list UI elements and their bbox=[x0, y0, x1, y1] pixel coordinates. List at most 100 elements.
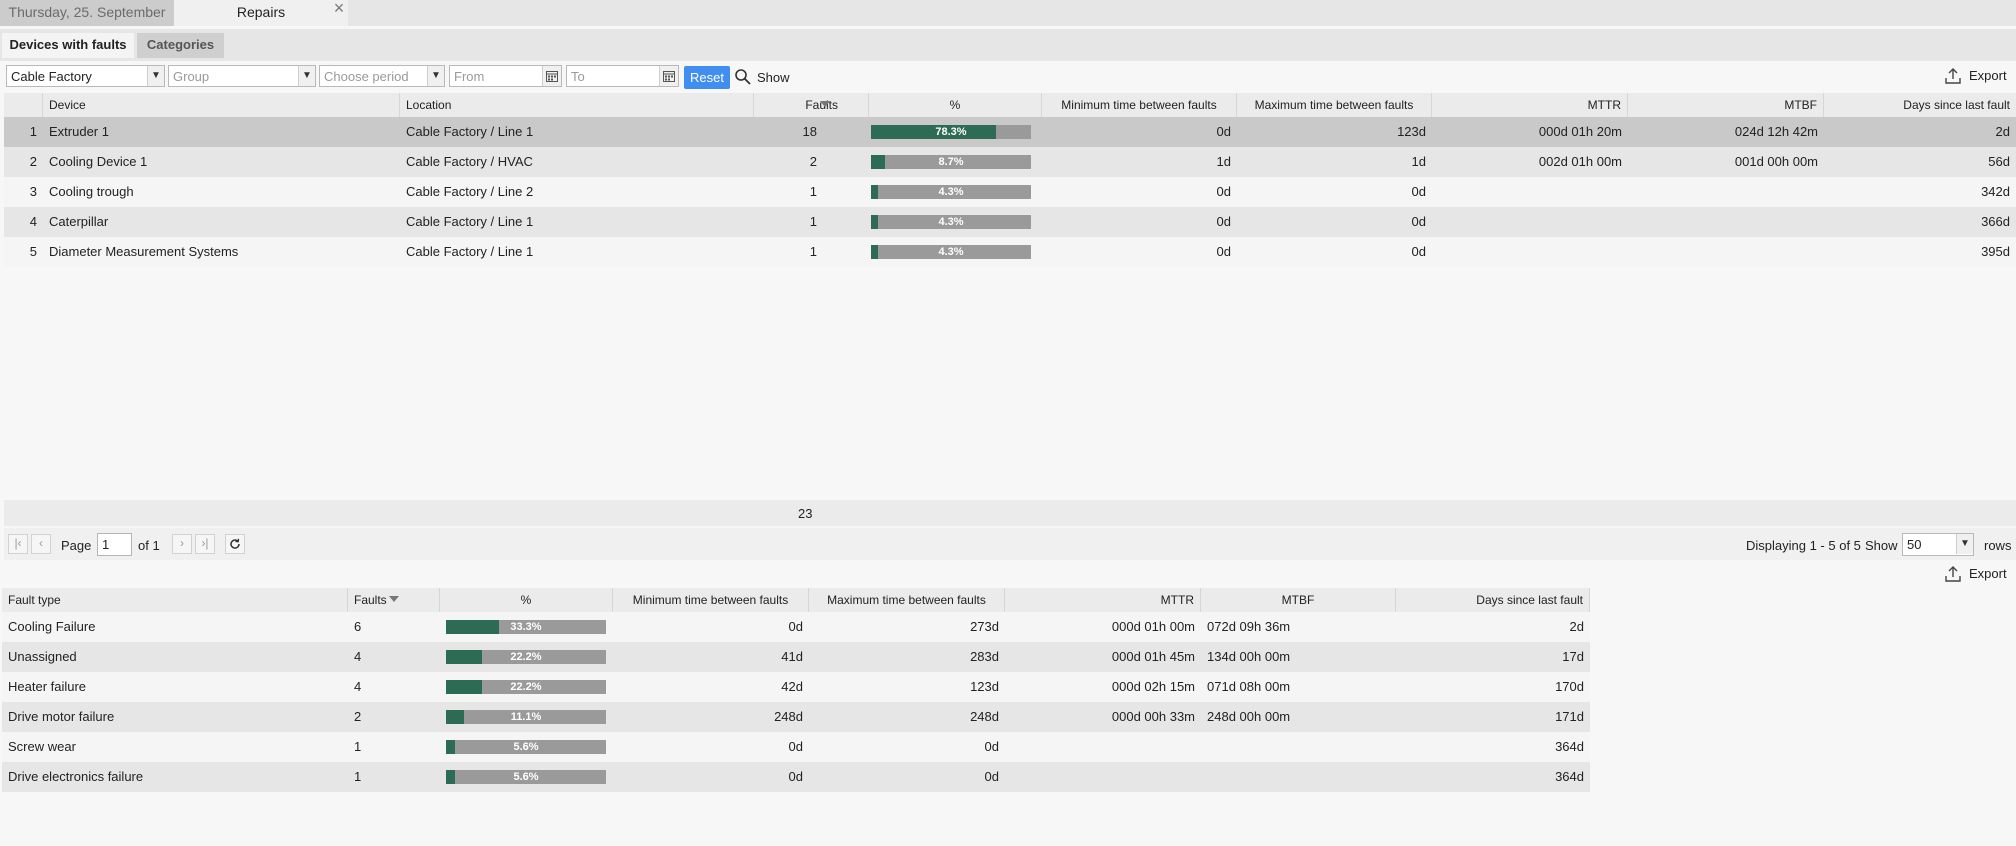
reset-button[interactable]: Reset bbox=[684, 66, 730, 89]
min-time: 1d bbox=[1216, 154, 1231, 169]
min-time: 248d bbox=[774, 709, 803, 724]
table-row[interactable]: Drive motor failure 2 11.1% 248d 248d 000d 00… bbox=[2, 702, 1590, 732]
max-time: 273d bbox=[970, 619, 999, 634]
table-row[interactable]: 3 Cooling trough Cable Factory / Line 2 1 4.… bbox=[4, 177, 2016, 207]
next-page-icon[interactable]: › bbox=[172, 534, 192, 554]
percent-bar: 22.2% bbox=[446, 680, 606, 694]
days-since-value: 170d bbox=[1555, 679, 1584, 694]
chevron-down-icon[interactable]: ▼ bbox=[147, 66, 164, 86]
from-date-field[interactable]: From bbox=[449, 65, 562, 87]
days-since-value: 364d bbox=[1555, 739, 1584, 754]
first-page-icon[interactable]: |‹ bbox=[8, 534, 28, 554]
min-time: 0d bbox=[788, 769, 803, 784]
chevron-down-icon[interactable]: ▼ bbox=[427, 66, 444, 86]
min-time-column-header[interactable]: Minimum time between faults bbox=[613, 588, 809, 612]
refresh-icon[interactable] bbox=[225, 534, 245, 554]
table-row[interactable]: 4 Caterpillar Cable Factory / Line 1 1 4.3% 0… bbox=[4, 207, 2016, 237]
days-since-value: 342d bbox=[1981, 184, 2010, 199]
mttr-column-header[interactable]: MTTR bbox=[1005, 588, 1201, 612]
row-number: 3 bbox=[29, 184, 37, 199]
min-time: 41d bbox=[781, 649, 803, 664]
chevron-down-icon[interactable]: ▼ bbox=[1956, 534, 1973, 554]
table-row[interactable]: Unassigned 4 22.2% 41d 283d 000d 01h 45m 134d … bbox=[2, 642, 1590, 672]
page-of-label: of 1 bbox=[138, 538, 160, 553]
mttr-column-header[interactable]: MTTR bbox=[1432, 93, 1628, 117]
group-select[interactable]: Group ▼ bbox=[168, 65, 316, 87]
percent-bar: 5.6% bbox=[446, 740, 606, 754]
faults-count: 4 bbox=[354, 679, 362, 694]
table-row[interactable]: Cooling Failure 6 33.3% 0d 273d 000d 01h 00m 0… bbox=[2, 612, 1590, 642]
days-since-value: 17d bbox=[1562, 649, 1584, 664]
percent-bar-fill bbox=[871, 155, 885, 169]
table-row[interactable]: Drive electronics failure 1 5.6% 0d 0d 364d bbox=[2, 762, 1590, 792]
table-row[interactable]: Screw wear 1 5.6% 0d 0d 364d bbox=[2, 732, 1590, 762]
max-time-column-header[interactable]: Maximum time between faults bbox=[1237, 93, 1432, 117]
mtbf-value bbox=[1201, 732, 1396, 762]
faults-count: 2 bbox=[354, 709, 362, 724]
export-icon[interactable] bbox=[1944, 565, 1962, 583]
calendar-icon[interactable] bbox=[542, 66, 561, 86]
faults-column-header[interactable]: Faults bbox=[754, 93, 869, 117]
to-date-field[interactable]: To bbox=[566, 65, 679, 87]
tab-date[interactable]: Thursday, 25. September bbox=[0, 0, 174, 26]
percent-bar-label: 22.2% bbox=[510, 651, 542, 663]
mttr-value: 000d 01h 45m bbox=[1111, 649, 1195, 664]
prev-page-icon[interactable]: ‹ bbox=[31, 534, 51, 554]
min-time: 0d bbox=[788, 619, 803, 634]
device-name: Extruder 1 bbox=[49, 124, 109, 139]
faults-column-header[interactable]: Faults bbox=[348, 588, 440, 612]
percent-bar-label: 78.3% bbox=[935, 126, 967, 138]
mtbf-column-header[interactable]: MTBF bbox=[1628, 93, 1824, 117]
max-time: 0d bbox=[984, 769, 999, 784]
days-since-value: 2d bbox=[1569, 619, 1584, 634]
max-time-column-header[interactable]: Maximum time between faults bbox=[809, 588, 1005, 612]
mtbf-value: 072d 09h 36m bbox=[1207, 619, 1291, 634]
table-row[interactable]: 2 Cooling Device 1 Cable Factory / HVAC 2 8.… bbox=[4, 147, 2016, 177]
max-time: 1d bbox=[1411, 154, 1426, 169]
last-page-icon[interactable]: ›| bbox=[195, 534, 215, 554]
table-row[interactable]: 5 Diameter Measurement Systems Cable Facto… bbox=[4, 237, 2016, 267]
table-row[interactable]: 1 Extruder 1 Cable Factory / Line 1 18 78.3%… bbox=[4, 117, 2016, 147]
days-since-column-header[interactable]: Days since last fault bbox=[1396, 588, 1590, 612]
period-select[interactable]: Choose period ▼ bbox=[319, 65, 445, 87]
fault-type: Cooling Failure bbox=[8, 619, 96, 634]
max-time: 0d bbox=[984, 739, 999, 754]
tab-devices-with-faults[interactable]: Devices with faults bbox=[2, 33, 134, 58]
calendar-icon[interactable] bbox=[659, 66, 678, 86]
max-time: 248d bbox=[970, 709, 999, 724]
chevron-down-icon[interactable]: ▼ bbox=[298, 66, 315, 86]
close-icon[interactable]: × bbox=[333, 0, 345, 18]
max-time: 0d bbox=[1411, 184, 1426, 199]
days-since-column-header[interactable]: Days since last fault bbox=[1903, 98, 2010, 112]
page-label: Page bbox=[61, 538, 92, 553]
percent-bar: 11.1% bbox=[446, 710, 606, 724]
tab-repairs[interactable]: Repairs bbox=[174, 0, 348, 26]
table-row[interactable]: Heater failure 4 22.2% 42d 123d 000d 02h 15m 0… bbox=[2, 672, 1590, 702]
export-icon[interactable] bbox=[1944, 67, 1962, 85]
faults-count: 2 bbox=[809, 154, 817, 169]
percent-column-header[interactable]: % bbox=[440, 588, 613, 612]
mttr-value: 002d 01h 00m bbox=[1538, 154, 1622, 169]
devices-grid-header: Device Location Faults % Minimum time be… bbox=[4, 93, 2016, 118]
faults-count: 1 bbox=[809, 184, 817, 199]
export-button[interactable]: Export bbox=[1969, 566, 2007, 581]
mtbf-column-header[interactable]: MTBF bbox=[1201, 588, 1396, 612]
location-column-header[interactable]: Location bbox=[400, 93, 754, 117]
percent-bar: 22.2% bbox=[446, 650, 606, 664]
fault-type: Drive electronics failure bbox=[8, 769, 144, 784]
device-column-header[interactable]: Device bbox=[43, 93, 400, 117]
row-number: 4 bbox=[29, 214, 37, 229]
device-location: Cable Factory / Line 1 bbox=[406, 124, 534, 139]
fault-type-column-header[interactable]: Fault type bbox=[2, 588, 348, 612]
mtbf-value: 024d 12h 42m bbox=[1734, 124, 1818, 139]
min-time-column-header[interactable]: Minimum time between faults bbox=[1042, 93, 1237, 117]
percent-column-header[interactable]: % bbox=[869, 93, 1042, 117]
faults-header-label: Faults bbox=[354, 593, 387, 607]
search-icon[interactable] bbox=[734, 68, 752, 86]
tab-categories[interactable]: Categories bbox=[137, 33, 224, 58]
factory-select[interactable]: Cable Factory ▼ bbox=[6, 65, 165, 87]
page-input[interactable]: 1 bbox=[97, 533, 132, 556]
show-button[interactable]: Show bbox=[757, 70, 790, 85]
rows-per-page-select[interactable]: 50 ▼ bbox=[1902, 533, 1974, 556]
export-button[interactable]: Export bbox=[1969, 68, 2007, 83]
